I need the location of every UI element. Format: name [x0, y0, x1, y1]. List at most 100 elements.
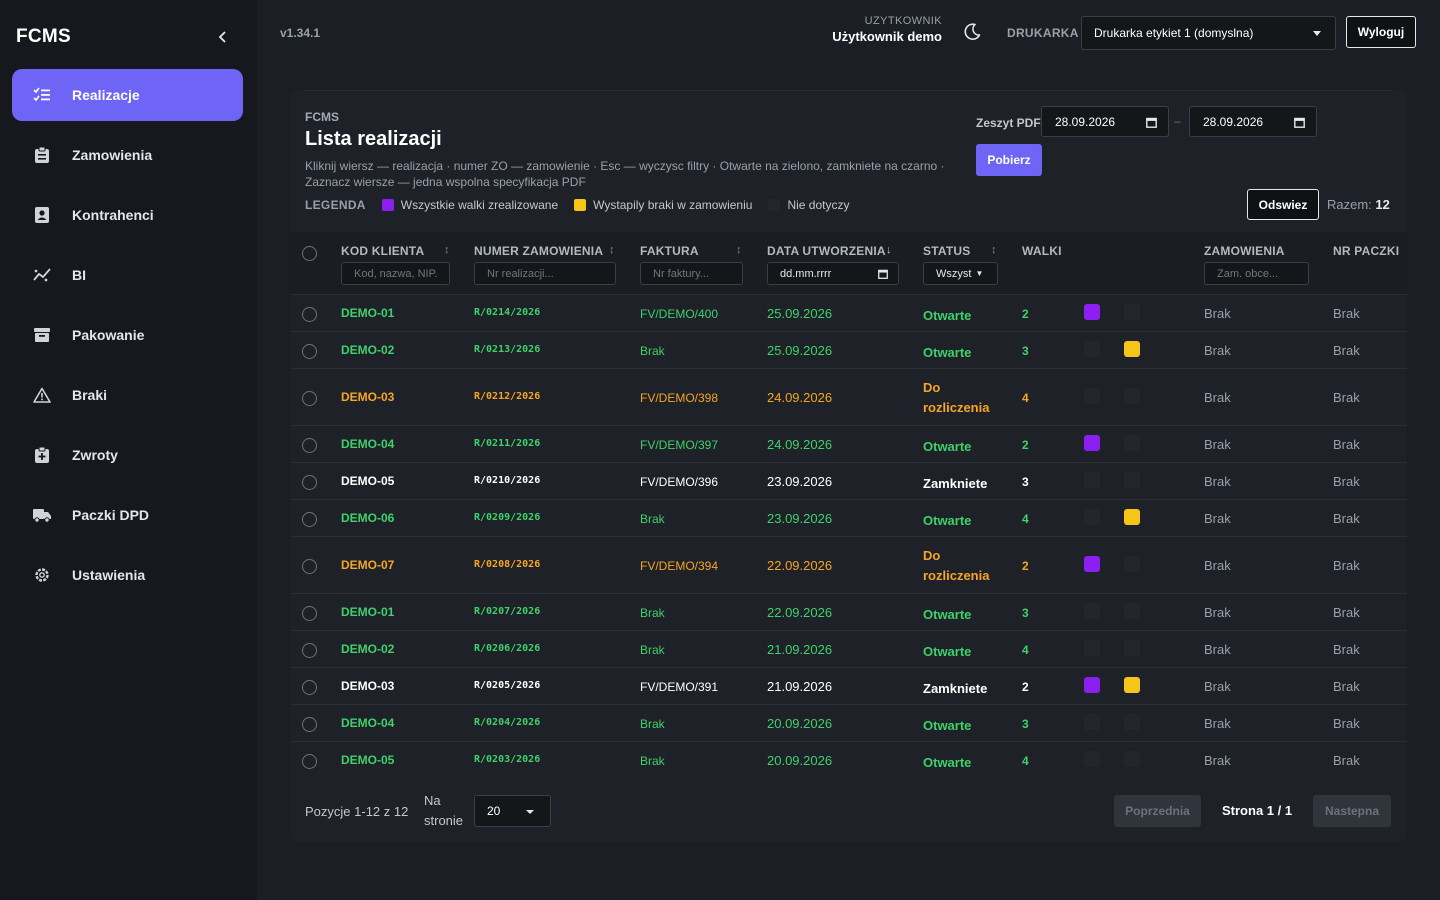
client-code[interactable]: DEMO-02	[341, 642, 395, 656]
order-number-link[interactable]: R/0212/2026	[474, 391, 541, 402]
table-row[interactable]: DEMO-03 R/0205/2026 FV/DEMO/391 21.09.2026 Z…	[291, 667, 1407, 704]
row-select-radio[interactable]	[302, 717, 317, 732]
column-header-orders: ZAMOWIENIA	[1204, 244, 1285, 258]
column-header-status[interactable]: STATUS	[923, 244, 971, 258]
order-number-link[interactable]: R/0207/2026	[474, 606, 541, 617]
table-row[interactable]: DEMO-07 R/0208/2026 FV/DEMO/394 22.09.2026 D…	[291, 536, 1407, 593]
invoice-filter-input[interactable]	[640, 262, 743, 285]
client-code[interactable]: DEMO-07	[341, 558, 395, 572]
per-page-select[interactable]: 20	[474, 795, 551, 827]
next-page-button[interactable]: Nastepna	[1313, 795, 1391, 827]
package-number: Brak	[1333, 306, 1360, 321]
rolls-done-indicator	[1084, 714, 1100, 730]
row-select-radio[interactable]	[302, 512, 317, 527]
row-select-radio[interactable]	[302, 438, 317, 453]
order-number-link[interactable]: R/0214/2026	[474, 307, 541, 318]
client-code[interactable]: DEMO-06	[341, 511, 395, 525]
sidebar-item-zamowienia[interactable]: Zamowienia	[12, 129, 243, 181]
client-code[interactable]: DEMO-03	[341, 679, 395, 693]
table-row[interactable]: DEMO-01 R/0214/2026 FV/DEMO/400 25.09.2026 O…	[291, 294, 1407, 331]
rolls-count: 3	[1022, 475, 1029, 489]
table-row[interactable]: DEMO-01 R/0207/2026 Brak 22.09.2026 Otwarte 3…	[291, 593, 1407, 630]
row-select-radio[interactable]	[302, 559, 317, 574]
shortage-indicator	[1124, 304, 1140, 320]
order-number-link[interactable]: R/0209/2026	[474, 512, 541, 523]
table-row[interactable]: DEMO-04 R/0211/2026 FV/DEMO/397 24.09.2026 O…	[291, 425, 1407, 462]
sort-icon[interactable]: ↕	[991, 244, 997, 256]
shortage-indicator	[1124, 751, 1140, 767]
client-code[interactable]: DEMO-01	[341, 605, 395, 619]
orders-filter-input[interactable]	[1204, 262, 1309, 285]
sidebar-item-braki[interactable]: Braki	[12, 369, 243, 421]
row-select-radio[interactable]	[302, 307, 317, 322]
order-number-link[interactable]: R/0204/2026	[474, 717, 541, 728]
date-from-value: 28.09.2026	[1055, 114, 1116, 129]
sidebar-item-kontrahenci[interactable]: Kontrahenci	[12, 189, 243, 241]
user-caption: UZYTKOWNIK	[864, 15, 942, 27]
row-select-radio[interactable]	[302, 754, 317, 769]
order-number-link[interactable]: R/0205/2026	[474, 680, 541, 691]
order-number-link[interactable]: R/0208/2026	[474, 559, 541, 570]
column-header-date[interactable]: DATA UTWORZENIA	[767, 244, 886, 258]
sidebar-collapse-button[interactable]	[212, 26, 234, 48]
sidebar-item-paczki-dpd[interactable]: Paczki DPD	[12, 489, 243, 541]
row-select-radio[interactable]	[302, 475, 317, 490]
select-all-radio[interactable]	[302, 246, 317, 261]
rolls-done-indicator	[1084, 472, 1100, 488]
table-row[interactable]: DEMO-05 R/0203/2026 Brak 20.09.2026 Otwarte 4…	[291, 741, 1407, 778]
pdf-date-from-input[interactable]: 28.09.2026	[1041, 106, 1169, 137]
printer-select[interactable]: Drukarka etykiet 1 (domyslna)	[1081, 16, 1336, 50]
table-row[interactable]: DEMO-04 R/0204/2026 Brak 20.09.2026 Otwarte 3…	[291, 704, 1407, 741]
brand-logo[interactable]: FCMS	[16, 26, 72, 47]
sidebar-item-bi[interactable]: BI	[12, 249, 243, 301]
order-filter-input[interactable]	[474, 262, 616, 285]
status-filter-select[interactable]: Wszyst ▼	[923, 262, 998, 285]
sort-icon[interactable]: ↕	[609, 244, 615, 256]
shortage-indicator	[1124, 677, 1140, 693]
rolls-count: 3	[1022, 344, 1029, 358]
sidebar-item-zwroty[interactable]: Zwroty	[12, 429, 243, 481]
client-code[interactable]: DEMO-04	[341, 716, 395, 730]
column-header-client[interactable]: KOD KLIENTA	[341, 244, 425, 258]
fetch-pdf-button[interactable]: Pobierz	[976, 144, 1042, 176]
order-number-link[interactable]: R/0211/2026	[474, 438, 541, 449]
table-row[interactable]: DEMO-06 R/0209/2026 Brak 23.09.2026 Otwarte 4…	[291, 499, 1407, 536]
client-code[interactable]: DEMO-01	[341, 306, 395, 320]
order-number-link[interactable]: R/0213/2026	[474, 344, 541, 355]
table-row[interactable]: DEMO-02 R/0213/2026 Brak 25.09.2026 Otwarte 3…	[291, 331, 1407, 368]
row-select-radio[interactable]	[302, 606, 317, 621]
row-select-radio[interactable]	[302, 680, 317, 695]
client-code[interactable]: DEMO-03	[341, 390, 395, 404]
order-number-link[interactable]: R/0206/2026	[474, 643, 541, 654]
row-select-radio[interactable]	[302, 391, 317, 406]
pdf-date-to-input[interactable]: 28.09.2026	[1189, 106, 1317, 137]
table-row[interactable]: DEMO-02 R/0206/2026 Brak 21.09.2026 Otwarte 4…	[291, 630, 1407, 667]
theme-toggle-button[interactable]	[962, 22, 984, 44]
sidebar-item-pakowanie[interactable]: Pakowanie	[12, 309, 243, 361]
sidebar-item-ustawienia[interactable]: Ustawienia	[12, 549, 243, 601]
row-select-radio[interactable]	[302, 643, 317, 658]
client-filter-input[interactable]	[341, 262, 450, 285]
invoice-number: Brak	[640, 754, 665, 768]
row-select-radio[interactable]	[302, 344, 317, 359]
client-code[interactable]: DEMO-04	[341, 437, 395, 451]
table-row[interactable]: DEMO-03 R/0212/2026 FV/DEMO/398 24.09.2026 D…	[291, 368, 1407, 425]
refresh-button[interactable]: Odswiez	[1247, 189, 1319, 220]
client-code[interactable]: DEMO-02	[341, 343, 395, 357]
sort-icon[interactable]: ↕	[444, 244, 450, 256]
sort-icon[interactable]: ↕	[736, 244, 742, 256]
table-row[interactable]: DEMO-05 R/0210/2026 FV/DEMO/396 23.09.2026 Z…	[291, 462, 1407, 499]
client-code[interactable]: DEMO-05	[341, 753, 395, 767]
order-number-link[interactable]: R/0210/2026	[474, 475, 541, 486]
column-header-invoice[interactable]: FAKTURA	[640, 244, 699, 258]
client-code[interactable]: DEMO-05	[341, 474, 395, 488]
sidebar-item-realizacje[interactable]: Realizacje	[12, 69, 243, 121]
column-header-order[interactable]: NUMER ZAMOWIENIA	[474, 244, 604, 258]
order-number-link[interactable]: R/0203/2026	[474, 754, 541, 765]
logout-button[interactable]: Wyloguj	[1346, 16, 1416, 48]
sidebar-item-label: BI	[72, 267, 86, 283]
sort-desc-icon[interactable]: ↓	[886, 244, 892, 256]
date-filter-input[interactable]: dd.mm.rrrr	[767, 262, 899, 285]
external-orders: Brak	[1204, 306, 1231, 321]
previous-page-button[interactable]: Poprzednia	[1114, 795, 1201, 827]
